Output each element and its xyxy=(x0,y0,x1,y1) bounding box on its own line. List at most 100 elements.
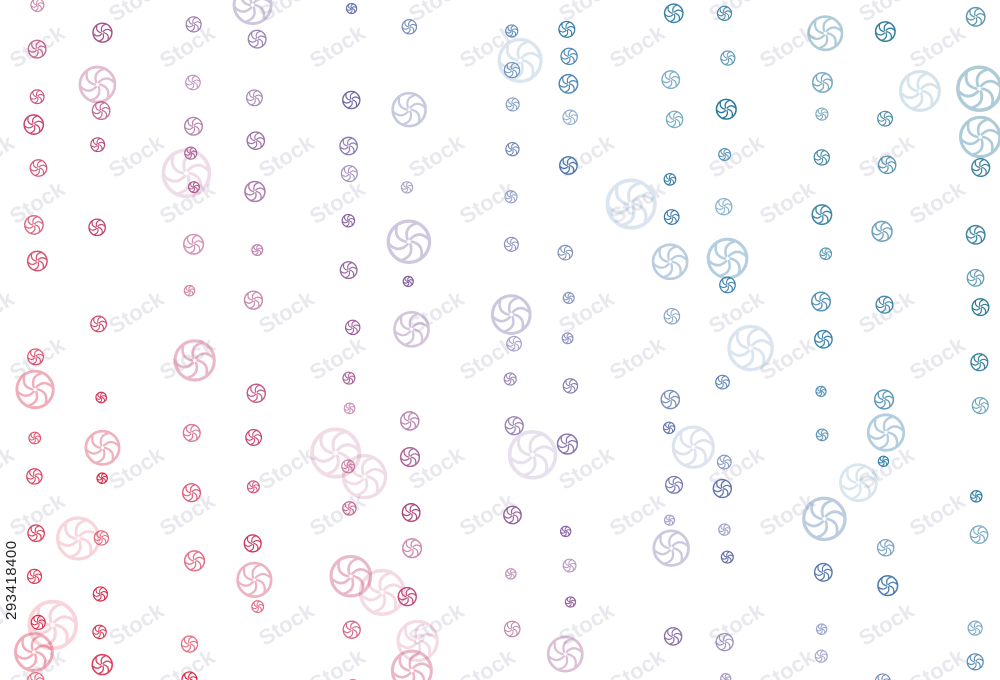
swirl-circle-icon xyxy=(180,635,199,653)
swirl-circle-icon xyxy=(390,649,433,680)
swirl-circle-icon xyxy=(559,156,578,175)
swirl-circle-icon xyxy=(184,116,203,136)
swirl-circle-icon xyxy=(720,672,732,680)
swirl-circle-icon xyxy=(815,623,828,635)
swirl-circle-icon xyxy=(503,61,521,79)
swirl-circle-icon xyxy=(720,550,734,564)
watermark-text: Stock xyxy=(554,441,619,494)
swirl-circle-icon xyxy=(247,29,267,49)
swirl-circle-icon xyxy=(959,115,1000,159)
swirl-circle-icon xyxy=(966,653,984,671)
swirl-circle-icon xyxy=(182,423,201,442)
swirl-circle-icon xyxy=(716,5,733,21)
swirl-circle-icon xyxy=(866,413,906,452)
swirl-circle-icon xyxy=(811,291,832,312)
swirl-circle-icon xyxy=(873,389,895,410)
watermark-text: Stock xyxy=(0,441,19,494)
swirl-circle-icon xyxy=(503,505,522,525)
swirl-circle-icon xyxy=(244,180,266,203)
watermark-text: Stock xyxy=(104,129,169,182)
swirl-circle-icon xyxy=(956,65,1000,112)
watermark-text: Stock xyxy=(704,0,769,27)
swirl-circle-icon xyxy=(712,478,733,499)
swirl-circle-icon xyxy=(339,261,358,280)
swirl-circle-icon xyxy=(27,348,44,366)
swirl-circle-icon xyxy=(310,427,362,479)
swirl-circle-icon xyxy=(251,244,264,257)
watermark-text: Stock xyxy=(0,285,19,338)
swirl-circle-icon xyxy=(813,562,833,582)
swirl-circle-icon xyxy=(558,20,576,38)
swirl-circle-icon xyxy=(665,475,684,494)
swirl-circle-icon xyxy=(969,525,989,545)
swirl-circle-icon xyxy=(662,421,676,435)
swirl-circle-icon xyxy=(342,501,357,516)
swirl-circle-icon xyxy=(161,148,212,199)
swirl-circle-icon xyxy=(401,19,418,35)
swirl-circle-icon xyxy=(251,600,265,614)
swirl-circle-icon xyxy=(970,353,989,372)
swirl-circle-icon xyxy=(246,383,266,403)
swirl-circle-icon xyxy=(671,425,715,469)
swirl-circle-icon xyxy=(663,172,677,186)
watermark-text: Stock xyxy=(704,597,769,650)
swirl-circle-icon xyxy=(546,635,584,673)
swirl-circle-icon xyxy=(246,131,266,151)
swirl-circle-icon xyxy=(185,74,201,91)
swirl-circle-icon xyxy=(813,149,830,166)
swirl-circle-icon xyxy=(399,446,421,468)
swirl-circle-icon xyxy=(562,558,577,573)
swirl-circle-icon xyxy=(877,155,897,175)
swirl-circle-icon xyxy=(358,568,406,616)
watermark-text: Stock xyxy=(305,20,370,73)
watermark-text: Stock xyxy=(305,644,370,680)
dots-layer xyxy=(14,0,1000,680)
watermark-text: Stock xyxy=(905,488,970,541)
swirl-circle-icon xyxy=(30,0,45,13)
swirl-circle-icon xyxy=(564,596,577,608)
swirl-circle-icon xyxy=(807,15,844,52)
watermark-text: Stock xyxy=(0,129,19,182)
watermark-text: Stock xyxy=(104,441,169,494)
swirl-circle-icon xyxy=(874,21,896,43)
swirl-circle-icon xyxy=(30,614,46,630)
swirl-circle-icon xyxy=(562,378,579,394)
watermark-text: Stock xyxy=(254,441,319,494)
swirl-circle-icon xyxy=(971,157,991,178)
swirl-circle-icon xyxy=(503,372,517,386)
swirl-circle-icon xyxy=(556,433,579,455)
swirl-circle-icon xyxy=(965,6,986,27)
watermark-text: Stock xyxy=(5,176,70,229)
watermark-text: Stock xyxy=(554,285,619,338)
watermark-text: Stock xyxy=(554,129,619,182)
swirl-circle-icon xyxy=(715,374,730,390)
swirl-circle-icon xyxy=(391,91,427,128)
swirl-circle-icon xyxy=(497,37,543,83)
swirl-circle-icon xyxy=(173,339,216,382)
swirl-circle-icon xyxy=(965,224,986,245)
watermark-text: Stock xyxy=(854,597,919,650)
swirl-circle-icon xyxy=(663,514,676,526)
swirl-circle-icon xyxy=(84,429,121,466)
swirl-circle-icon xyxy=(342,620,361,639)
swirl-circle-icon xyxy=(814,649,828,663)
swirl-circle-icon xyxy=(727,324,774,372)
watermark-text: Stock xyxy=(755,176,820,229)
watermark-text: Stock xyxy=(305,176,370,229)
swirl-circle-icon xyxy=(507,430,558,480)
swirl-circle-icon xyxy=(605,178,657,230)
swirl-circle-icon xyxy=(663,627,683,646)
watermark-text: Stock xyxy=(905,332,970,385)
swirl-circle-icon xyxy=(815,385,827,398)
watermark-text: Stock xyxy=(404,0,469,27)
swirl-circle-icon xyxy=(839,463,878,503)
swirl-circle-icon xyxy=(718,147,732,162)
watermark-text: Stock xyxy=(905,176,970,229)
swirl-circle-icon xyxy=(402,538,423,559)
swirl-circle-icon xyxy=(716,454,732,470)
swirl-circle-icon xyxy=(27,599,78,651)
swirl-circle-icon xyxy=(340,165,358,183)
swirl-circle-icon xyxy=(719,276,736,294)
swirl-circle-icon xyxy=(558,73,579,94)
